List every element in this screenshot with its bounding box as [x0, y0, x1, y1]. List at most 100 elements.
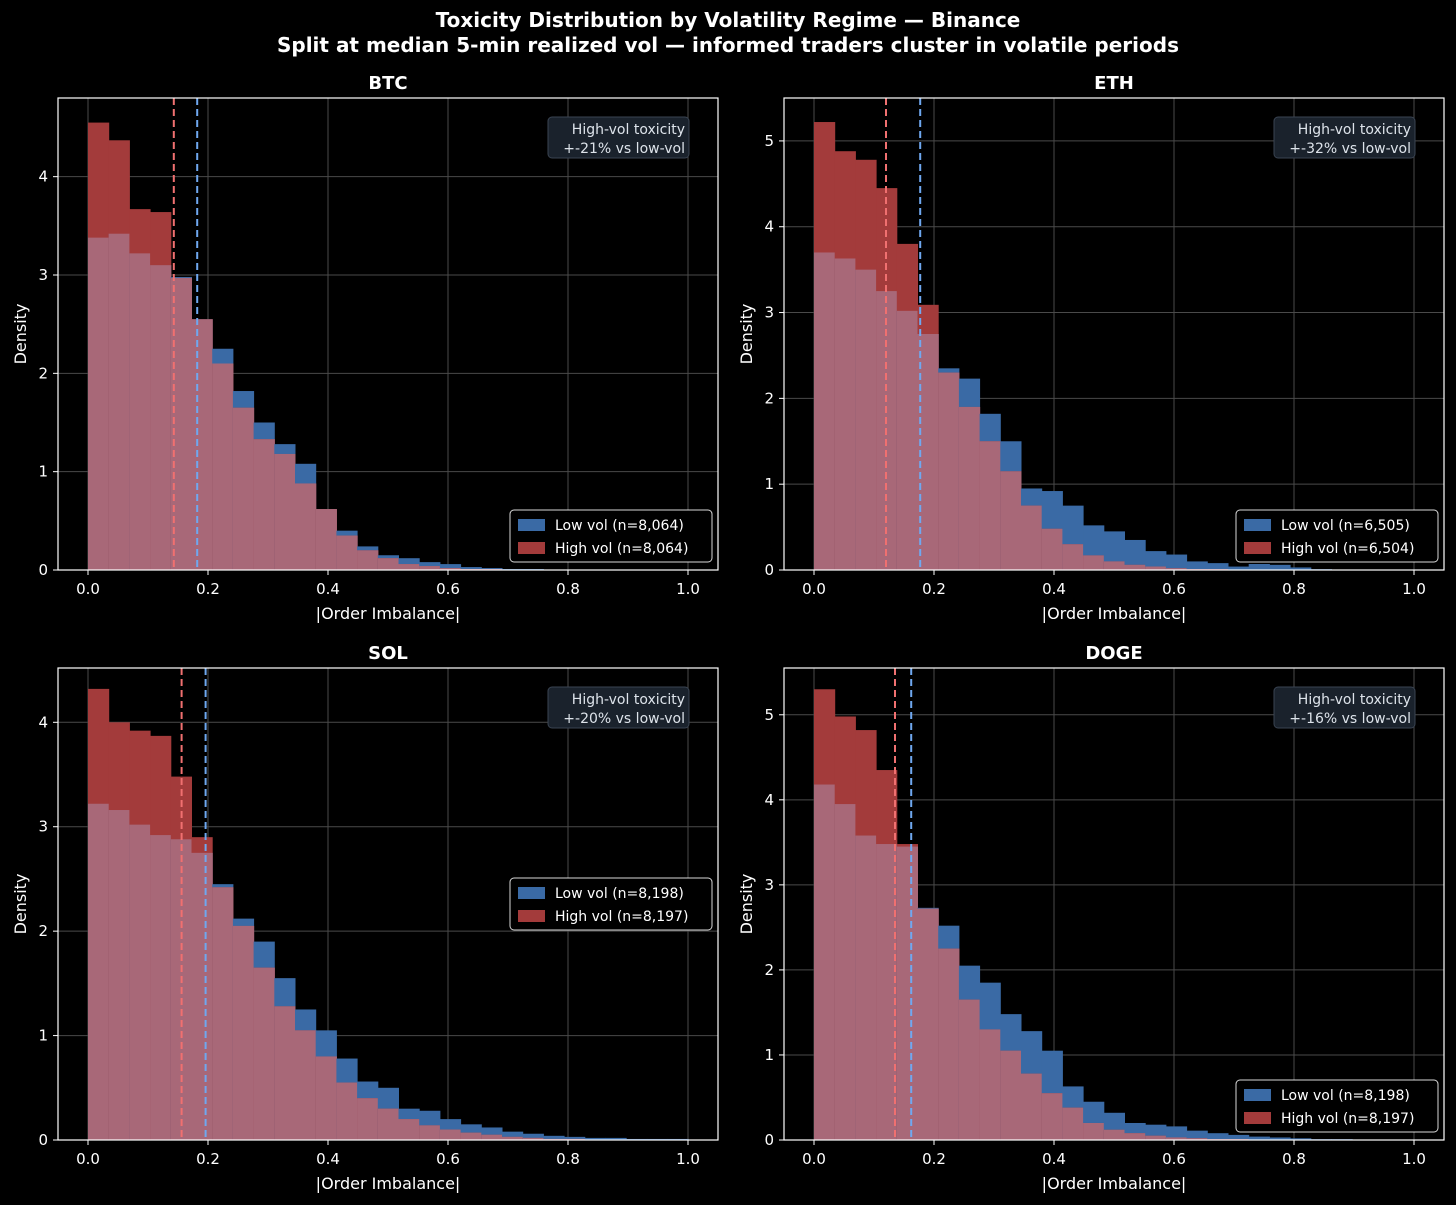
- bar-low-vol: [1165, 554, 1188, 570]
- y-tick-label: 4: [38, 168, 48, 186]
- panel-sol: 0.0 0.2 0.4 0.6 0.8 1.0 0 1 2 3 4 SOL |Order Imbalan…: [11, 643, 719, 1193]
- legend: Low vol (n=6,505) High vol (n=6,504): [1235, 509, 1439, 563]
- legend: Low vol (n=8,198) High vol (n=8,197): [1235, 1079, 1439, 1133]
- bar-low-vol: [584, 1137, 606, 1140]
- annotation-line1: High-vol toxicity: [1298, 692, 1411, 708]
- annotation-line1: High-vol toxicity: [1298, 122, 1411, 138]
- legend-label-high-vol: High vol (n=8,197): [555, 909, 688, 925]
- legend-frame: [1235, 509, 1439, 563]
- bar-overlap: [979, 441, 1001, 570]
- bar-overlap: [108, 233, 130, 570]
- x-tick-label: 0.4: [1042, 1150, 1066, 1168]
- bars: [88, 122, 544, 571]
- bar-overlap: [876, 844, 898, 1140]
- bar-overlap: [522, 1137, 544, 1140]
- bar-low-vol: [1103, 531, 1125, 570]
- y-tick-label: 2: [764, 389, 774, 407]
- bar-overlap: [253, 439, 275, 570]
- annotation-box: High-vol toxicity +-20% vs low-vol: [547, 686, 690, 729]
- legend-frame: [1235, 1079, 1439, 1133]
- bar-overlap: [917, 334, 939, 570]
- bar-overlap: [958, 999, 981, 1140]
- bar-overlap: [834, 258, 856, 570]
- legend-label-low-vol: Low vol (n=8,198): [1281, 1088, 1410, 1104]
- bar-overlap: [336, 1082, 358, 1140]
- bar-low-vol: [1186, 561, 1208, 570]
- bar-low-vol: [564, 1136, 586, 1140]
- bar-overlap: [1165, 568, 1188, 570]
- x-tick-label: 1.0: [676, 580, 700, 598]
- panel-title: DOGE: [1085, 643, 1142, 664]
- bar-overlap: [88, 237, 110, 570]
- annotation-line1: High-vol toxicity: [572, 122, 685, 138]
- legend-swatch-high-vol: [1244, 542, 1271, 554]
- legend-swatch-high-vol: [518, 542, 545, 554]
- bar-low-vol: [502, 1131, 524, 1140]
- bar-overlap: [336, 535, 358, 570]
- bar-overlap: [377, 558, 399, 570]
- x-tick-label: 0.6: [1162, 580, 1186, 598]
- bar-overlap: [896, 846, 918, 1140]
- x-tick-label: 0.2: [922, 1150, 946, 1168]
- y-tick-label: 1: [764, 1046, 774, 1064]
- x-axis-label: |Order Imbalance|: [1042, 604, 1187, 623]
- panel-title: ETH: [1094, 73, 1134, 94]
- bar-overlap: [295, 1030, 317, 1140]
- legend-label-low-vol: Low vol (n=8,198): [555, 886, 684, 902]
- y-tick-label: 3: [38, 818, 48, 836]
- x-tick-label: 0.4: [1042, 580, 1066, 598]
- y-tick-label: 3: [764, 304, 774, 322]
- bar-overlap: [1041, 528, 1063, 570]
- y-tick-label: 1: [764, 475, 774, 493]
- bar-overlap: [938, 948, 960, 1140]
- bar-overlap: [502, 1136, 524, 1140]
- legend-label-high-vol: High vol (n=8,197): [1281, 1111, 1414, 1127]
- x-tick-label: 0.0: [802, 580, 826, 598]
- y-tick-label: 4: [38, 713, 48, 731]
- bar-overlap: [295, 483, 317, 570]
- panel-title: BTC: [368, 73, 407, 94]
- x-tick-label: 0.6: [1162, 1150, 1186, 1168]
- bar-overlap: [419, 1125, 441, 1140]
- bar-low-vol: [1145, 551, 1167, 570]
- bar-overlap: [191, 852, 213, 1140]
- annotation-line2: +-21% vs low-vol: [563, 141, 685, 157]
- annotation-box: High-vol toxicity +-21% vs low-vol: [547, 116, 690, 159]
- bar-overlap: [1103, 1129, 1125, 1140]
- bar-overlap: [1062, 1107, 1084, 1140]
- x-tick-label: 1.0: [676, 1150, 700, 1168]
- bar-overlap: [834, 804, 856, 1140]
- annotation-background: [1273, 686, 1416, 729]
- panel-title: SOL: [368, 643, 408, 664]
- bar-overlap: [958, 406, 981, 570]
- annotation-line2: +-20% vs low-vol: [563, 711, 685, 727]
- annotation-box: High-vol toxicity +-32% vs low-vol: [1273, 116, 1416, 159]
- y-tick-label: 0: [38, 1131, 48, 1149]
- y-tick-label: 0: [764, 1131, 774, 1149]
- bar-overlap: [377, 1108, 399, 1140]
- y-tick-label: 3: [38, 266, 48, 284]
- x-tick-label: 0.6: [436, 1150, 460, 1168]
- x-tick-label: 0.2: [196, 1150, 220, 1168]
- bar-overlap: [1000, 1050, 1022, 1140]
- x-tick-label: 0.8: [556, 1150, 580, 1168]
- bar-overlap: [150, 265, 172, 570]
- y-tick-label: 4: [764, 791, 774, 809]
- bar-low-vol: [605, 1137, 627, 1140]
- bar-overlap: [979, 1029, 1001, 1140]
- figure-titles: Toxicity Distribution by Volatility Regi…: [0, 8, 1456, 58]
- bar-overlap: [917, 908, 939, 1140]
- x-tick-label: 0.8: [1282, 580, 1306, 598]
- bar-overlap: [439, 568, 462, 570]
- figure-title: Toxicity Distribution by Volatility Regi…: [435, 8, 1021, 32]
- x-tick-label: 0.2: [922, 580, 946, 598]
- bar-overlap: [170, 277, 192, 570]
- bar-overlap: [481, 1134, 503, 1140]
- bar-low-vol: [1186, 1130, 1208, 1140]
- bar-overlap: [855, 835, 877, 1140]
- bar-low-vol: [1248, 1136, 1270, 1140]
- y-tick-label: 2: [764, 961, 774, 979]
- y-axis-label: Density: [737, 304, 756, 365]
- bar-overlap: [212, 887, 234, 1140]
- legend-label-low-vol: Low vol (n=8,064): [555, 518, 684, 534]
